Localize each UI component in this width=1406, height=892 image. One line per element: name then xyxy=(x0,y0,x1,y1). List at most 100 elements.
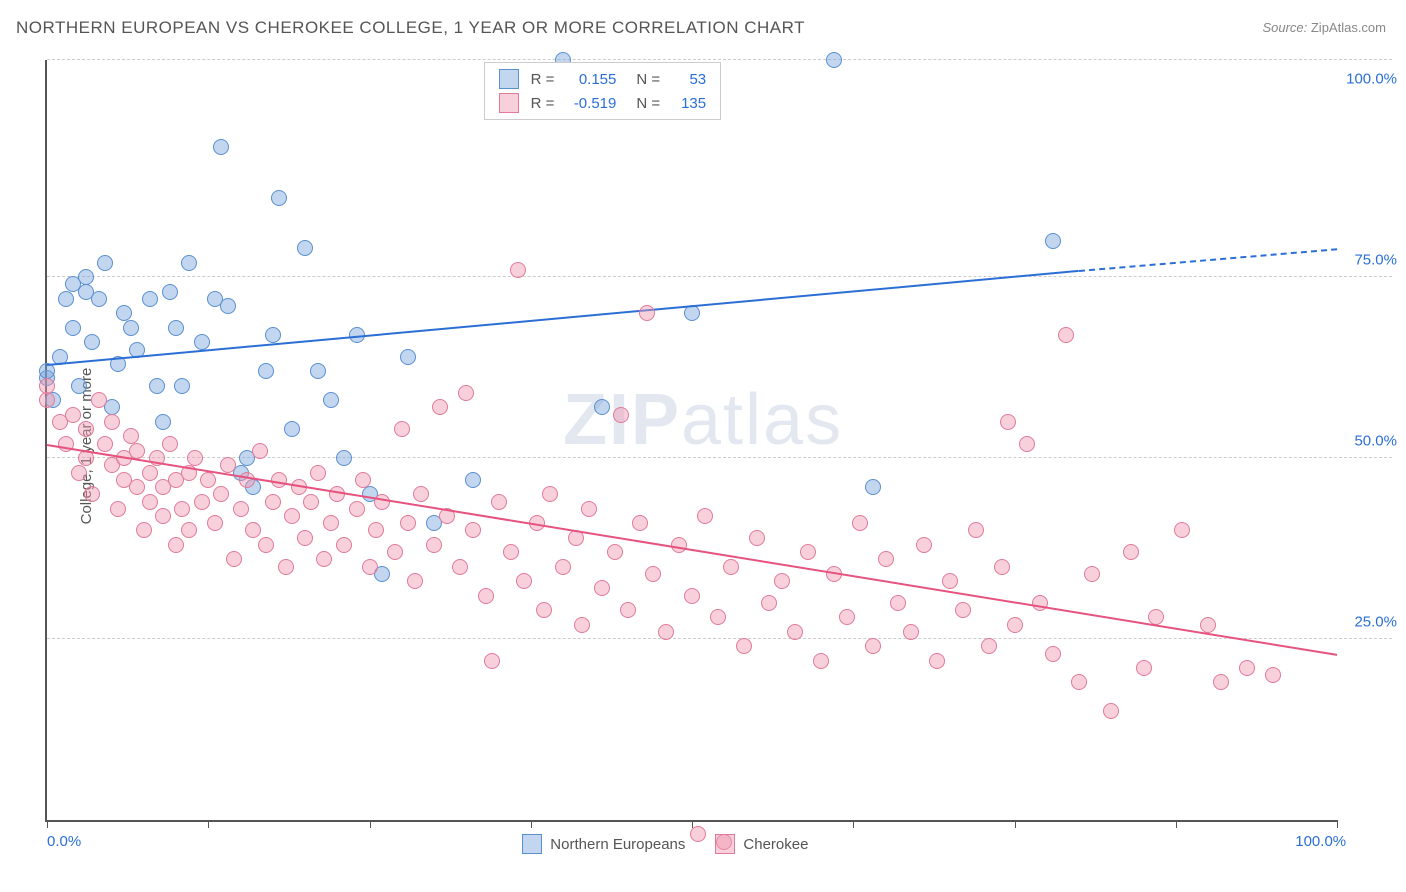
scatter-point xyxy=(194,494,210,510)
scatter-point xyxy=(865,479,881,495)
x-tick-label: 100.0% xyxy=(1295,833,1346,850)
scatter-point xyxy=(39,392,55,408)
scatter-point xyxy=(400,349,416,365)
scatter-point xyxy=(271,190,287,206)
scatter-point xyxy=(594,580,610,596)
scatter-point xyxy=(1045,646,1061,662)
source-attribution: Source: ZipAtlas.com xyxy=(1262,20,1386,35)
scatter-point xyxy=(710,609,726,625)
legend-R-value: 0.155 xyxy=(560,67,622,91)
trend-line xyxy=(47,444,1337,656)
legend-R-value: -0.519 xyxy=(560,91,622,115)
legend-R-label: R = xyxy=(525,91,561,115)
scatter-point xyxy=(787,624,803,640)
scatter-point xyxy=(310,363,326,379)
scatter-point xyxy=(994,559,1010,575)
scatter-point xyxy=(484,653,500,669)
scatter-point xyxy=(155,508,171,524)
scatter-point xyxy=(632,515,648,531)
scatter-point xyxy=(297,240,313,256)
scatter-point xyxy=(220,457,236,473)
scatter-point xyxy=(265,494,281,510)
scatter-point xyxy=(336,450,352,466)
scatter-point xyxy=(142,465,158,481)
scatter-point xyxy=(1239,660,1255,676)
scatter-point xyxy=(104,414,120,430)
scatter-point xyxy=(749,530,765,546)
legend-N-value: 53 xyxy=(666,67,712,91)
gridline-h xyxy=(47,59,1392,60)
trend-line xyxy=(47,270,1079,366)
scatter-point xyxy=(516,573,532,589)
x-tick xyxy=(47,820,48,828)
scatter-point xyxy=(65,320,81,336)
scatter-point xyxy=(400,515,416,531)
y-tick-label: 25.0% xyxy=(1342,614,1397,631)
scatter-point xyxy=(594,399,610,415)
scatter-point xyxy=(233,501,249,517)
scatter-point xyxy=(136,522,152,538)
x-tick xyxy=(208,820,209,828)
scatter-point xyxy=(84,334,100,350)
source-value: ZipAtlas.com xyxy=(1311,20,1386,35)
scatter-point xyxy=(1045,233,1061,249)
scatter-point xyxy=(149,378,165,394)
x-tick xyxy=(531,820,532,828)
scatter-point xyxy=(258,363,274,379)
scatter-point xyxy=(536,602,552,618)
scatter-point xyxy=(194,334,210,350)
scatter-point xyxy=(878,551,894,567)
legend-swatch xyxy=(522,834,542,854)
scatter-point xyxy=(1084,566,1100,582)
scatter-point xyxy=(574,617,590,633)
scatter-point xyxy=(1136,660,1152,676)
legend-series-item: Northern Europeans xyxy=(522,834,685,854)
legend-series-label: Cherokee xyxy=(743,836,808,853)
scatter-point xyxy=(207,515,223,531)
scatter-point xyxy=(168,537,184,553)
y-tick-label: 75.0% xyxy=(1342,252,1397,269)
scatter-point xyxy=(826,52,842,68)
gridline-h xyxy=(47,638,1392,639)
scatter-point xyxy=(613,407,629,423)
scatter-point xyxy=(1103,703,1119,719)
scatter-point xyxy=(278,559,294,575)
x-tick xyxy=(1015,820,1016,828)
x-tick xyxy=(1337,820,1338,828)
scatter-point xyxy=(1019,436,1035,452)
scatter-point xyxy=(903,624,919,640)
scatter-point xyxy=(213,139,229,155)
plot-area: ZIPatlas 25.0%50.0%75.0%100.0%0.0%100.0% xyxy=(45,60,1337,822)
scatter-point xyxy=(362,559,378,575)
scatter-point xyxy=(284,508,300,524)
scatter-point xyxy=(697,508,713,524)
scatter-point xyxy=(542,486,558,502)
scatter-point xyxy=(942,573,958,589)
scatter-point xyxy=(174,501,190,517)
scatter-point xyxy=(852,515,868,531)
chart-container: NORTHERN EUROPEAN VS CHEROKEE COLLEGE, 1… xyxy=(0,0,1406,892)
scatter-point xyxy=(510,262,526,278)
legend-swatch xyxy=(715,834,735,854)
scatter-point xyxy=(71,378,87,394)
scatter-point xyxy=(349,501,365,517)
scatter-point xyxy=(1000,414,1016,430)
legend-swatch xyxy=(499,93,519,113)
scatter-point xyxy=(407,573,423,589)
legend-N-value: 135 xyxy=(666,91,712,115)
scatter-point xyxy=(736,638,752,654)
scatter-point xyxy=(658,624,674,640)
chart-title: NORTHERN EUROPEAN VS CHEROKEE COLLEGE, 1… xyxy=(16,18,805,38)
scatter-point xyxy=(142,494,158,510)
scatter-point xyxy=(84,486,100,502)
scatter-point xyxy=(368,522,384,538)
scatter-point xyxy=(458,385,474,401)
scatter-point xyxy=(452,559,468,575)
scatter-point xyxy=(155,414,171,430)
scatter-point xyxy=(968,522,984,538)
scatter-point xyxy=(303,494,319,510)
scatter-point xyxy=(1200,617,1216,633)
scatter-point xyxy=(252,443,268,459)
scatter-point xyxy=(271,472,287,488)
legend-series-item: Cherokee xyxy=(715,834,808,854)
